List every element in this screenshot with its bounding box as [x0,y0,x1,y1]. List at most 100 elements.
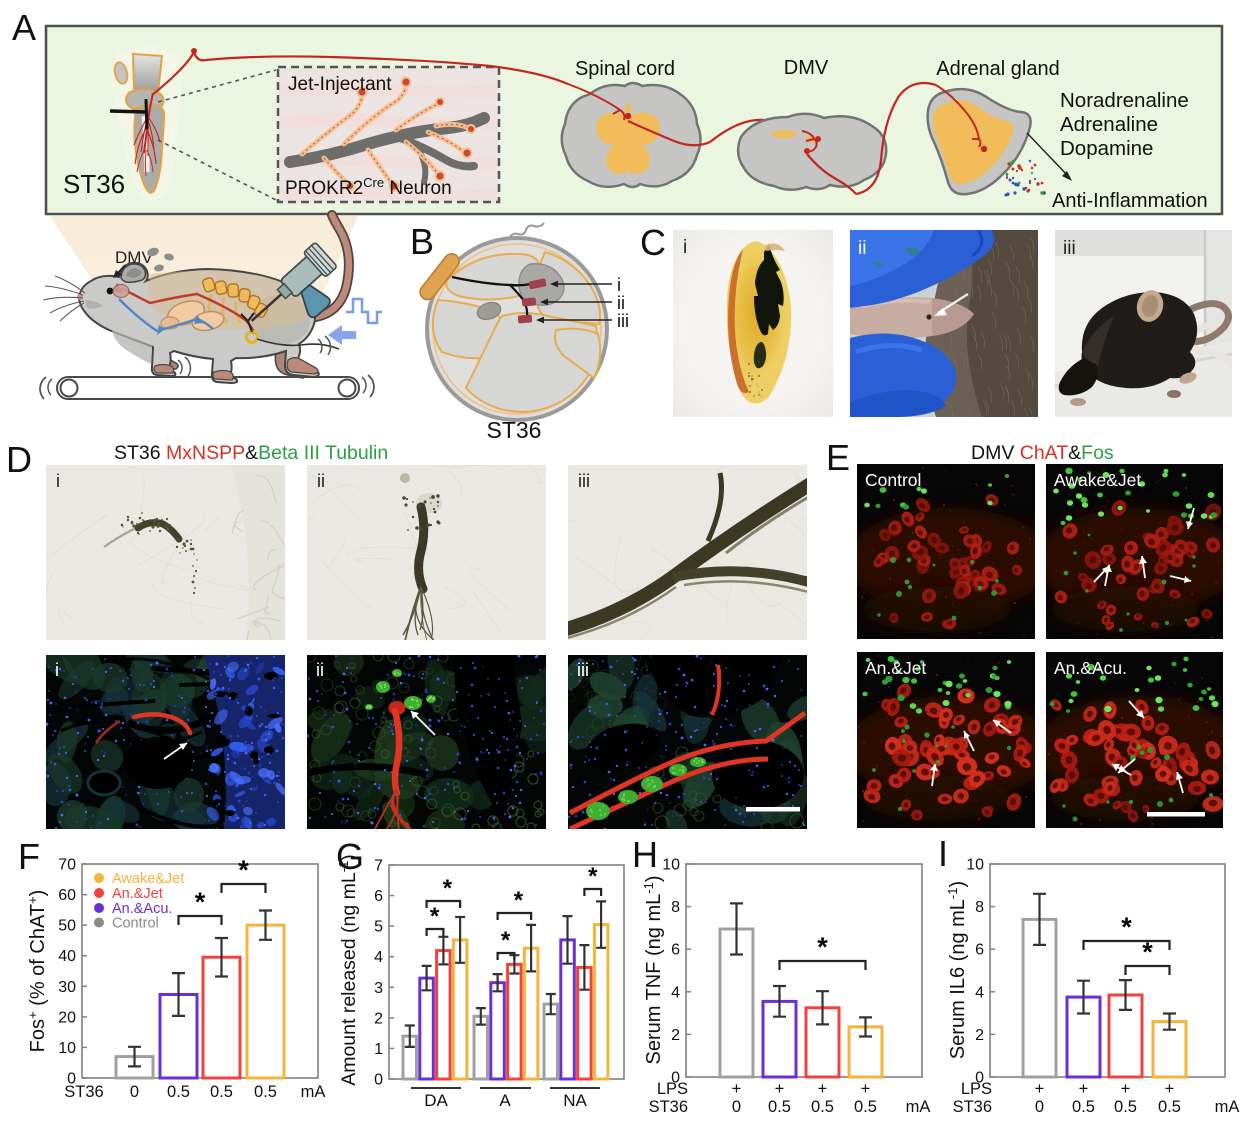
svg-text:ii: ii [317,471,325,491]
svg-text:DMV ChAT&Fos: DMV ChAT&Fos [971,442,1114,464]
svg-text:Serum IL6 (ng mL-1): Serum IL6 (ng mL-1) [945,881,970,1059]
svg-text:*: * [1142,937,1153,967]
svg-text:4: 4 [374,949,383,966]
svg-text:8: 8 [975,899,984,916]
svg-text:LPS: LPS [657,1080,688,1098]
svg-text:i: i [617,275,621,295]
svg-text:1: 1 [374,1041,383,1058]
svg-text:+: + [1121,1080,1131,1098]
svg-text:4: 4 [975,984,984,1001]
svg-text:0.5: 0.5 [1072,1098,1095,1116]
svg-text:Awake&Jet: Awake&Jet [112,871,184,887]
svg-text:+: + [861,1080,871,1098]
svg-text:ST36: ST36 [649,1098,688,1116]
svg-text:3: 3 [374,980,383,997]
svg-text:10: 10 [58,1040,76,1057]
svg-text:0.5: 0.5 [854,1098,877,1116]
svg-text:60: 60 [58,887,76,904]
svg-text:5: 5 [374,919,383,936]
svg-text:10: 10 [966,857,984,874]
svg-text:2: 2 [975,1027,984,1044]
svg-text:Adrenaline: Adrenaline [1060,113,1158,136]
svg-text:i: i [56,471,60,491]
svg-text:i: i [55,660,59,680]
svg-text:Serum TNF (ng mL-1): Serum TNF (ng mL-1) [641,875,666,1064]
svg-text:6: 6 [374,888,383,905]
svg-text:ST36: ST36 [487,417,542,443]
svg-text:2: 2 [374,1010,383,1027]
svg-text:0.5: 0.5 [167,1083,190,1101]
svg-text:Adrenal gland: Adrenal gland [936,58,1059,80]
svg-text:mA: mA [906,1098,931,1116]
svg-text:0: 0 [671,1070,680,1087]
svg-text:6: 6 [671,942,680,959]
svg-text:H: H [632,834,658,875]
svg-text:*: * [817,932,828,962]
svg-text:An.&Jet: An.&Jet [112,886,163,902]
svg-text:+: + [732,1080,742,1098]
svg-text:0: 0 [1035,1098,1044,1116]
svg-text:DMV: DMV [115,248,153,267]
svg-text:I: I [938,833,948,874]
svg-text:ii: ii [858,238,866,259]
svg-text:4: 4 [671,984,680,1001]
svg-text:0.5: 0.5 [210,1083,233,1101]
svg-text:iii: iii [1063,238,1076,259]
svg-text:50: 50 [58,918,76,935]
svg-text:0: 0 [374,1072,383,1089]
svg-text:LPS: LPS [961,1080,992,1098]
svg-text:mA: mA [1215,1098,1240,1116]
svg-text:ST36 MxNSPP&Beta III Tubulin: ST36 MxNSPP&Beta III Tubulin [114,442,388,464]
svg-text:0.5: 0.5 [811,1098,834,1116]
svg-text:20: 20 [58,1009,76,1026]
svg-text:40: 40 [58,948,76,965]
svg-text:F: F [18,836,40,877]
svg-text:An.&Acu.: An.&Acu. [1054,658,1127,678]
svg-text:An.&Acu.: An.&Acu. [112,901,172,917]
svg-text:*: * [195,887,206,917]
svg-text:mA: mA [301,1083,326,1101]
svg-text:*: * [501,927,511,954]
svg-text:iii: iii [578,471,590,491]
svg-text:Jet-Injectant: Jet-Injectant [288,74,392,95]
svg-text:Spinal cord: Spinal cord [575,58,675,80]
svg-text:0: 0 [732,1098,741,1116]
svg-text:NA: NA [563,1091,587,1110]
svg-text:iii: iii [577,660,589,680]
svg-text:*: * [588,863,598,890]
svg-text:Control: Control [112,916,159,932]
svg-text:D: D [6,439,32,480]
svg-text:6: 6 [975,942,984,959]
svg-text:+: + [1035,1080,1045,1098]
svg-text:+: + [818,1080,828,1098]
svg-text:7: 7 [374,858,383,875]
svg-text:0.5: 0.5 [1114,1098,1137,1116]
svg-text:10: 10 [662,857,680,874]
svg-text:+: + [775,1080,785,1098]
svg-text:Dopamine: Dopamine [1060,137,1153,160]
svg-text:0: 0 [975,1070,984,1087]
svg-text:E: E [826,437,850,478]
svg-text:*: * [1121,912,1132,942]
svg-text:An.&Jet: An.&Jet [865,658,926,678]
svg-text:DA: DA [424,1091,448,1110]
svg-text:*: * [443,875,453,902]
svg-text:+: + [1165,1080,1175,1098]
svg-text:ST36: ST36 [63,169,125,199]
svg-text:iii: iii [617,311,629,331]
svg-text:Amount released (ng mL-1): Amount released (ng mL-1) [336,854,361,1086]
svg-text:30: 30 [58,979,76,996]
svg-text:0.5: 0.5 [1158,1098,1181,1116]
svg-text:2: 2 [671,1027,680,1044]
svg-text:Fos+ (% of ChAT+): Fos+ (% of ChAT+) [25,890,50,1053]
svg-text:*: * [514,887,524,914]
svg-text:ST36: ST36 [953,1098,992,1116]
svg-text:ii: ii [617,293,625,313]
svg-text:*: * [430,903,440,930]
svg-text:A: A [499,1091,511,1110]
svg-text:70: 70 [58,857,76,874]
svg-text:0: 0 [130,1083,139,1101]
svg-text:Anti-Inflammation: Anti-Inflammation [1052,190,1208,212]
svg-text:DMV: DMV [784,57,829,79]
svg-text:0.5: 0.5 [768,1098,791,1116]
